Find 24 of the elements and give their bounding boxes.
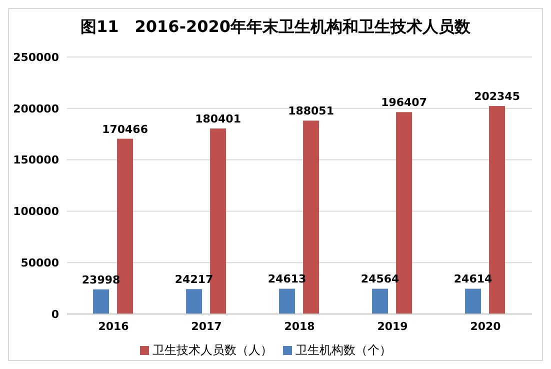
y-tick-label: 150000 — [13, 154, 60, 167]
x-tick-label: 2016 — [98, 320, 130, 333]
x-tick-label: 2018 — [284, 320, 315, 333]
bar — [465, 288, 482, 314]
bar — [372, 288, 388, 314]
data-label: 170466 — [102, 122, 148, 136]
y-tick-label: 50000 — [20, 256, 60, 270]
y-tick-label: 200000 — [13, 102, 60, 116]
legend-label: 卫生机构数（个） — [296, 343, 392, 357]
chart-title: 图11 2016-2020年年末卫生机构和卫生技术人员数 — [80, 16, 472, 38]
y-tick-label: 100000 — [13, 205, 60, 218]
y-tick-label: 0 — [51, 308, 60, 321]
bar — [93, 289, 110, 314]
data-label: 202345 — [474, 90, 520, 103]
x-tick-label: 2020 — [470, 320, 502, 333]
data-label: 196407 — [381, 96, 428, 110]
bar — [186, 289, 202, 314]
legend-label: 卫生技术人员数（人） — [152, 343, 272, 357]
data-label: 180401 — [195, 112, 242, 126]
data-label: 188051 — [288, 104, 334, 118]
x-tick-label: 2019 — [377, 320, 408, 333]
y-tick-label: 250000 — [13, 50, 60, 64]
bar — [279, 288, 296, 314]
x-tick-label: 2017 — [191, 320, 222, 333]
